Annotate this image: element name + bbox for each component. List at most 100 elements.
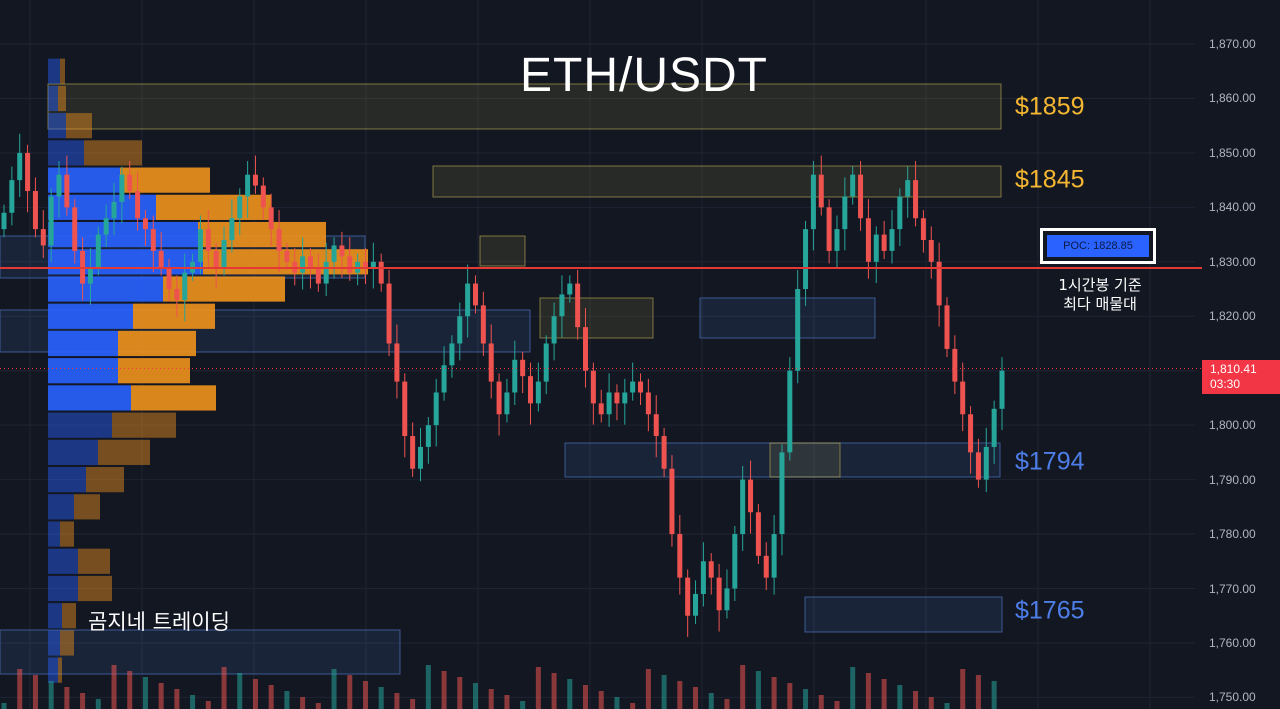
candle-body — [496, 381, 502, 415]
volume-bar — [111, 665, 117, 709]
vp-sell-bar — [118, 330, 196, 357]
volume-bar — [567, 679, 573, 709]
candle-body — [284, 250, 290, 262]
candle-body — [905, 180, 911, 197]
poc-label: POC: 1828.85 — [1047, 235, 1149, 257]
volume-bar — [787, 683, 793, 709]
level-zone — [804, 596, 1003, 633]
vp-buy-bar — [48, 603, 62, 629]
level-zone — [539, 297, 654, 339]
volume-bar — [142, 677, 148, 709]
vp-buy-bar — [48, 439, 98, 465]
volume-bar — [944, 703, 950, 709]
volume-bar — [991, 681, 997, 709]
poc-note-line1: 1시간봉 기준 — [1058, 276, 1142, 294]
price-tick: 1,750.00 — [1209, 690, 1256, 705]
price-tick: 1,820.00 — [1209, 309, 1256, 324]
volume-bar — [960, 669, 966, 709]
level-label-1794: $1794 — [1015, 447, 1085, 476]
candle-body — [865, 218, 871, 262]
candle-body — [1, 212, 7, 230]
candle-body — [944, 305, 950, 349]
vp-sell-bar — [58, 657, 62, 683]
volume-bar — [850, 667, 856, 709]
volume-bar — [331, 669, 337, 709]
vp-sell-bar — [60, 630, 74, 656]
candle-body — [763, 555, 769, 578]
candle-body — [433, 392, 439, 426]
volume-bar — [488, 689, 494, 709]
candle-body — [347, 256, 353, 273]
candle-body — [276, 229, 282, 251]
candle-body — [260, 185, 266, 208]
volume-bar — [834, 701, 840, 709]
price-tick: 1,770.00 — [1209, 581, 1256, 596]
volume-bar — [661, 675, 667, 709]
candle-body — [897, 196, 903, 230]
volume-bar — [268, 685, 274, 709]
price-tick: 1,780.00 — [1209, 527, 1256, 542]
volume-bar — [708, 693, 714, 709]
candle-body — [425, 425, 431, 447]
candle-body — [174, 289, 180, 300]
candle-body — [417, 446, 423, 469]
vp-buy-bar — [48, 466, 86, 493]
candle-body — [488, 343, 494, 382]
candle-body — [999, 370, 1005, 409]
volume-bar — [48, 681, 54, 709]
poc-badge[interactable]: POC: 1828.85 — [1040, 228, 1156, 264]
grid-lines — [0, 0, 1195, 709]
candle-body — [142, 218, 148, 230]
vp-sell-bar — [78, 548, 110, 574]
price-axis[interactable]: 1,750.00 1,760.00 1,770.00 1,780.00 1,790.00… — [1195, 0, 1280, 709]
volume-bar — [127, 671, 133, 709]
vp-sell-bar — [84, 140, 142, 166]
vp-sell-bar — [131, 385, 216, 411]
candle-body — [166, 267, 172, 290]
candle-body — [237, 196, 243, 219]
candle-body — [182, 272, 188, 300]
level-zone — [0, 629, 401, 675]
candle-body — [960, 381, 966, 415]
candle-body — [740, 479, 746, 535]
poc-note-line2: 최다 매물대 — [1063, 295, 1137, 313]
volume-bar — [158, 683, 164, 709]
volume-bar — [221, 667, 227, 709]
volume-bar — [32, 675, 38, 709]
volume-bars — [1, 665, 997, 709]
vp-sell-bar — [86, 466, 124, 493]
candle-body — [732, 534, 738, 589]
candle-body — [826, 207, 832, 251]
volume-bar — [174, 689, 180, 709]
level-zone — [47, 83, 1002, 130]
candle-body — [221, 240, 227, 268]
candle-body — [362, 261, 368, 268]
vp-sell-bar — [78, 575, 112, 602]
volume-bar — [362, 681, 368, 709]
volume-bar — [472, 683, 478, 709]
vp-buy-bar — [48, 412, 112, 438]
chart-title: ETH/USDT — [520, 49, 768, 102]
vp-buy-bar — [48, 113, 66, 139]
vp-sell-bar — [60, 521, 74, 547]
candle-body — [457, 316, 463, 344]
volume-bar — [645, 669, 651, 709]
candle-body — [559, 294, 565, 317]
candle-body — [472, 283, 478, 306]
countdown-timer: 03:30 — [1210, 377, 1241, 391]
candle-body — [72, 207, 78, 251]
volume-bar — [95, 699, 101, 709]
vp-buy-bar — [48, 575, 78, 602]
candle-body — [583, 327, 589, 371]
volume-bar — [598, 691, 604, 709]
volume-bar — [410, 699, 416, 709]
volume-bar — [504, 695, 510, 709]
volume-bar — [457, 677, 463, 709]
candle-body — [669, 468, 675, 535]
candle-body — [818, 174, 824, 208]
candle-body — [842, 196, 848, 230]
level-zone — [699, 297, 876, 339]
candle-body — [402, 381, 408, 437]
candle-body — [661, 436, 667, 469]
